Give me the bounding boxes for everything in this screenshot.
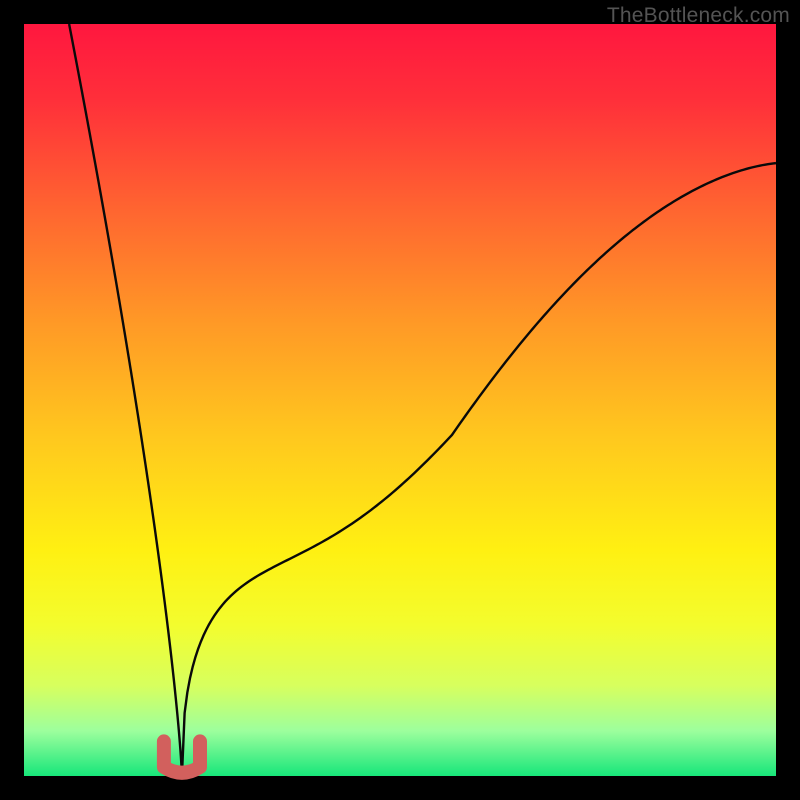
- chart-stage: TheBottleneck.com: [0, 0, 800, 800]
- chart-gradient-area: [24, 24, 776, 776]
- bottleneck-chart: [0, 0, 800, 800]
